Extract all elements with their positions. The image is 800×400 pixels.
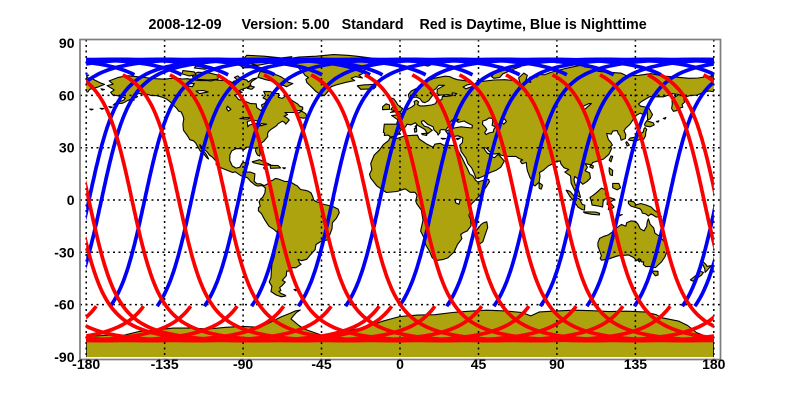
svg-text:-30: -30 bbox=[54, 244, 74, 260]
svg-text:-45: -45 bbox=[311, 356, 331, 372]
svg-text:-180: -180 bbox=[72, 356, 100, 372]
svg-text:30: 30 bbox=[59, 140, 75, 156]
svg-text:-90: -90 bbox=[233, 356, 253, 372]
svg-text:2008-12-09 Version: 5.00: 2008-12-09 Version: 5.00 Standard Red is… bbox=[149, 17, 647, 33]
svg-text:60: 60 bbox=[59, 87, 75, 103]
svg-text:-135: -135 bbox=[151, 356, 179, 372]
svg-text:-60: -60 bbox=[54, 297, 74, 313]
svg-text:0: 0 bbox=[67, 192, 75, 208]
svg-text:180: 180 bbox=[702, 356, 726, 372]
svg-text:0: 0 bbox=[396, 356, 404, 372]
svg-text:-90: -90 bbox=[54, 349, 74, 365]
svg-text:135: 135 bbox=[624, 356, 648, 372]
svg-text:45: 45 bbox=[471, 356, 487, 372]
svg-text:90: 90 bbox=[549, 356, 565, 372]
svg-text:90: 90 bbox=[59, 35, 75, 51]
